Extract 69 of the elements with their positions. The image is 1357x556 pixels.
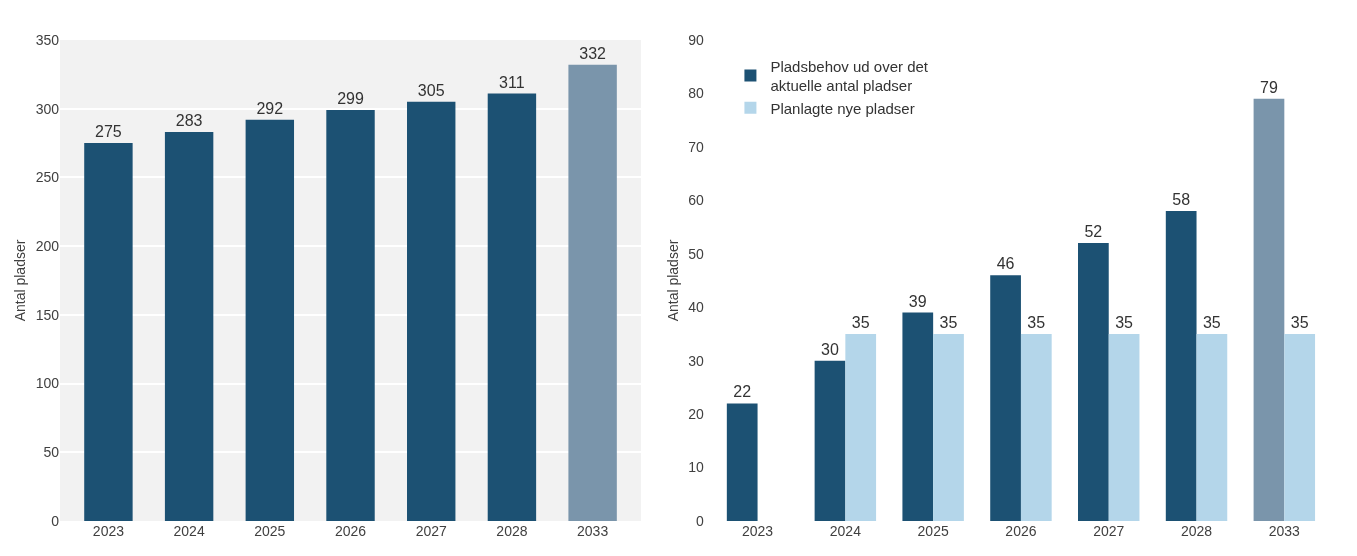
y-tick-label: 70 (688, 138, 705, 155)
y-axis-title: Antal pladser (12, 239, 29, 322)
data-label: 35 (939, 313, 958, 331)
bar (1020, 333, 1052, 521)
y-tick-label: 300 (35, 100, 60, 117)
bar (1165, 211, 1197, 521)
data-label: 332 (579, 44, 607, 62)
x-tick-label: 2025 (917, 523, 949, 539)
x-tick-label: 2023 (741, 523, 774, 539)
y-tick-label: 100 (35, 375, 60, 392)
y-tick-label: 250 (35, 169, 60, 186)
legend-label: Planlagte nye pladser (770, 99, 915, 117)
y-tick-label: 90 (688, 31, 705, 48)
data-label: 292 (256, 99, 284, 117)
data-label: 58 (1172, 191, 1191, 209)
x-tick-label: 2028 (496, 523, 528, 539)
data-label: 35 (851, 313, 870, 331)
bar (933, 333, 964, 521)
x-tick-label: 2024 (829, 523, 862, 539)
x-tick-label: 2023 (92, 523, 125, 539)
y-tick-label: 0 (51, 512, 60, 529)
data-label: 22 (733, 383, 752, 401)
y-tick-label: 50 (688, 245, 705, 262)
data-label: 46 (996, 255, 1015, 273)
data-label: 305 (417, 81, 445, 99)
bar (726, 403, 758, 521)
data-label: 39 (908, 292, 927, 310)
y-tick-label: 20 (688, 406, 705, 423)
legend-label: Pladsbehov ud over det aktuelle antal pladser (770, 57, 929, 95)
x-tick-label: 2027 (415, 523, 447, 539)
data-label: 299 (337, 90, 364, 108)
x-tick-label: 2026 (334, 523, 367, 539)
x-tick-label: 2026 (1005, 523, 1037, 539)
x-tick-label: 2033 (1268, 523, 1301, 539)
bar (1284, 333, 1316, 521)
bar (1253, 98, 1285, 521)
y-tick-label: 50 (43, 444, 60, 461)
data-label: 30 (821, 340, 839, 358)
data-label: 52 (1084, 223, 1103, 241)
data-label: 311 (499, 73, 525, 91)
x-tick-label: 2028 (1180, 523, 1213, 539)
data-label: 283 (175, 112, 203, 130)
bar (845, 333, 877, 521)
data-label: 35 (1290, 313, 1309, 331)
bar (902, 312, 934, 521)
y-tick-label: 150 (35, 306, 60, 323)
data-label: 275 (95, 123, 122, 141)
data-label: 35 (1115, 313, 1134, 331)
y-tick-label: 350 (35, 31, 60, 48)
bar (1108, 333, 1140, 521)
data-label: 35 (1202, 313, 1221, 331)
y-tick-label: 30 (688, 352, 705, 369)
bar (990, 275, 1021, 521)
bar (814, 360, 846, 521)
y-tick-label: 60 (688, 192, 705, 209)
bar (1078, 243, 1109, 521)
y-tick-label: 40 (688, 299, 705, 316)
x-tick-label: 2025 (254, 523, 286, 539)
y-axis-title: Antal pladser (664, 239, 681, 322)
data-label: 79 (1260, 78, 1278, 96)
y-tick-label: 200 (35, 238, 60, 255)
x-tick-label: 2024 (173, 523, 205, 539)
bar (1196, 333, 1228, 521)
y-tick-label: 10 (688, 459, 705, 476)
y-tick-label: 80 (688, 85, 705, 102)
data-label: 35 (1027, 313, 1046, 331)
x-tick-label: 2033 (577, 523, 609, 539)
y-tick-label: 0 (696, 512, 705, 529)
x-tick-label: 2027 (1093, 523, 1125, 539)
